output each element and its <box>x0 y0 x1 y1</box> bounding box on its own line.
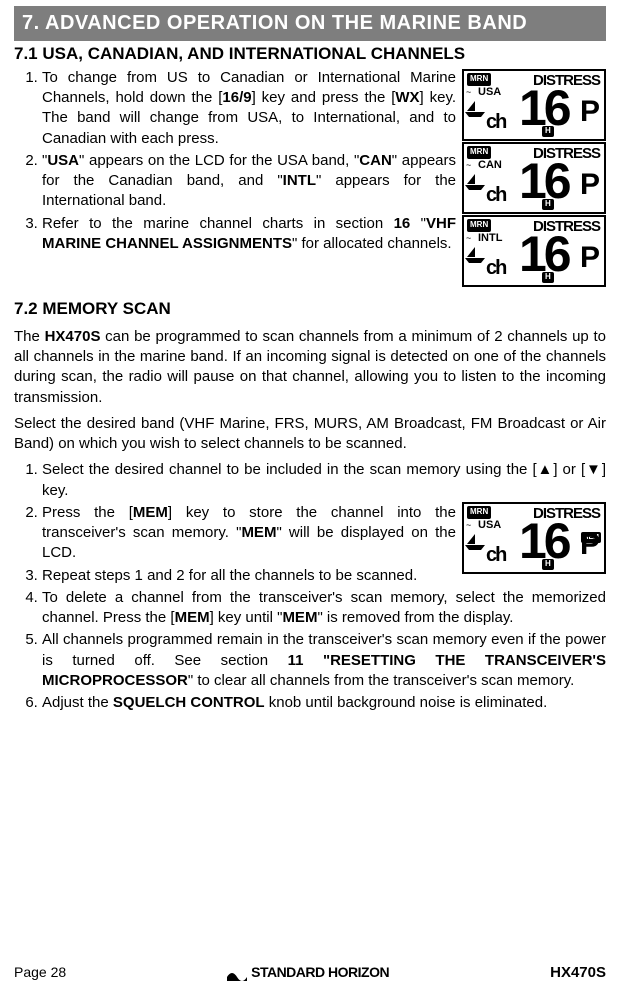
s72-para-2: Select the desired band (VHF Marine, FRS… <box>14 414 606 455</box>
lcd-intl: MRN DISTRESS ~ INTL ch 16 H P <box>462 215 606 287</box>
lcd-region-intl: INTL <box>478 231 502 246</box>
lcd-wave-icon: ~ <box>466 232 471 244</box>
s72-item-4: To delete a channel from the transceiver… <box>42 588 606 629</box>
footer-model: HX470S <box>550 963 606 983</box>
lcd-ch-label: ch <box>486 255 505 282</box>
lcd-p-label: P <box>580 165 600 206</box>
wave-icon <box>227 967 247 981</box>
lcd-h-badge: H <box>542 199 554 210</box>
footer-page-number: Page 28 <box>14 963 66 982</box>
boat-icon <box>465 172 485 190</box>
lcd-region-can: CAN <box>478 158 502 173</box>
lcd-mrn-badge: MRN <box>467 73 491 86</box>
s72-item-1: Select the desired channel to be include… <box>42 460 606 501</box>
lcd-region-usa: USA <box>478 85 501 100</box>
chapter-header: 7. ADVANCED OPERATION ON THE MARINE BAND <box>14 6 606 41</box>
lcd-wave-icon: ~ <box>466 519 471 531</box>
lcd-ch-label: ch <box>486 182 505 209</box>
lcd-stack-s71: MRN DISTRESS ~ USA ch 16 H P MRN DISTRES… <box>462 68 606 288</box>
lcd-p-label: P <box>580 92 600 133</box>
section-7-2-list: Select the desired channel to be include… <box>14 460 606 713</box>
lcd-mem-float: MRN DISTRESS ~ USA ch 16 H MEM P <box>462 501 606 575</box>
footer-brand-logo: STANDARD HORIZON <box>227 963 389 982</box>
lcd-ch-label: ch <box>486 109 505 136</box>
s72-item-2: MRN DISTRESS ~ USA ch 16 H MEM P Press t… <box>42 503 606 564</box>
lcd-mrn-badge: MRN <box>467 146 491 159</box>
lcd-wave-icon: ~ <box>466 86 471 98</box>
section-7-2-title: 7.2 MEMORY SCAN <box>14 298 606 321</box>
page-footer: Page 28 STANDARD HORIZON HX470S <box>14 963 606 983</box>
lcd-mrn-badge: MRN <box>467 219 491 232</box>
lcd-mem: MRN DISTRESS ~ USA ch 16 H MEM P <box>462 502 606 574</box>
boat-icon <box>465 99 485 117</box>
section-7-1-title: 7.1 USA, CANADIAN, AND INTERNATIONAL CHA… <box>14 43 606 66</box>
lcd-p-label: P <box>580 525 600 566</box>
lcd-ch-label: ch <box>486 542 505 569</box>
lcd-p-label: P <box>580 238 600 279</box>
lcd-h-badge: H <box>542 559 554 570</box>
s72-item-6: Adjust the SQUELCH CONTROL knob until ba… <box>42 693 606 713</box>
manual-page: 7. ADVANCED OPERATION ON THE MARINE BAND… <box>0 0 620 993</box>
s72-para-1: The HX470S can be programmed to scan cha… <box>14 327 606 408</box>
lcd-region-usa: USA <box>478 518 501 533</box>
boat-icon <box>465 245 485 263</box>
lcd-wave-icon: ~ <box>466 159 471 171</box>
lcd-can: MRN DISTRESS ~ CAN ch 16 H P <box>462 142 606 214</box>
lcd-mrn-badge: MRN <box>467 506 491 519</box>
lcd-h-badge: H <box>542 272 554 283</box>
s72-item-5: All channels programmed remain in the tr… <box>42 630 606 691</box>
lcd-usa: MRN DISTRESS ~ USA ch 16 H P <box>462 69 606 141</box>
lcd-h-badge: H <box>542 126 554 137</box>
boat-icon <box>465 532 485 550</box>
